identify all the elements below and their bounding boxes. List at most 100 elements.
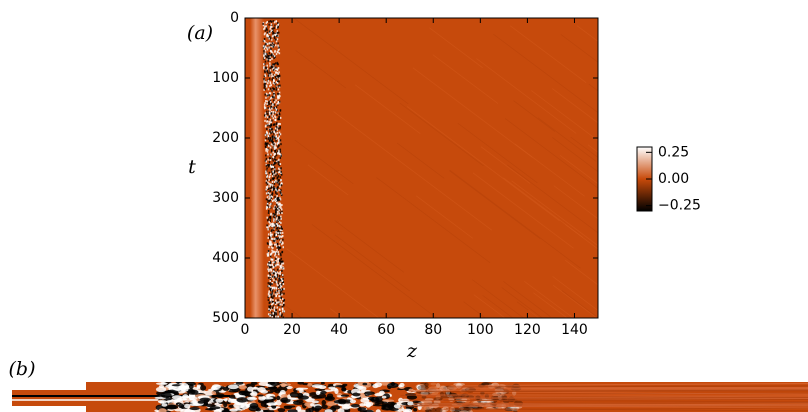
speckle xyxy=(271,170,273,173)
speckle xyxy=(271,237,274,240)
speckle xyxy=(272,113,274,116)
streak xyxy=(533,292,568,318)
speckle xyxy=(282,300,285,303)
x-tick-label: 40 xyxy=(330,322,348,338)
speckle xyxy=(268,194,271,197)
speckle xyxy=(265,207,268,210)
speckle xyxy=(272,45,275,48)
speckle xyxy=(271,53,273,56)
speckle xyxy=(271,52,274,55)
speckle xyxy=(269,64,271,67)
speckle xyxy=(270,38,273,41)
speckle xyxy=(274,206,277,209)
streak xyxy=(307,164,349,196)
speckle xyxy=(278,232,280,235)
speckle xyxy=(274,253,277,256)
streak xyxy=(427,405,808,408)
speckle xyxy=(275,191,277,194)
speckle xyxy=(277,103,279,106)
speckle xyxy=(268,261,271,264)
speckle xyxy=(269,164,272,167)
streak xyxy=(560,34,598,63)
speckle xyxy=(273,239,276,242)
speckle xyxy=(278,100,281,103)
speckle xyxy=(279,260,282,263)
speckle xyxy=(272,144,274,147)
speckle xyxy=(275,224,277,227)
streak xyxy=(552,88,598,124)
speckle xyxy=(271,175,274,178)
speckle xyxy=(266,167,268,170)
speckle xyxy=(440,408,445,412)
speckle xyxy=(275,320,277,322)
speckle xyxy=(267,263,269,266)
speckle xyxy=(269,69,272,72)
speckle xyxy=(283,405,296,408)
speckle xyxy=(275,106,278,109)
speckle xyxy=(267,82,269,85)
speckle xyxy=(189,407,200,411)
speckle xyxy=(264,134,267,137)
streak xyxy=(443,398,808,401)
speckle xyxy=(272,151,274,154)
speckle xyxy=(277,88,280,91)
speckle xyxy=(407,401,414,406)
speckle xyxy=(263,63,265,66)
streak xyxy=(501,287,544,318)
speckle xyxy=(275,259,277,262)
speckle xyxy=(275,271,277,274)
speckle xyxy=(274,179,277,182)
speckle xyxy=(275,67,278,70)
speckle xyxy=(278,292,280,295)
speckle xyxy=(276,263,279,266)
streak xyxy=(472,172,574,249)
speckle xyxy=(263,105,266,108)
speckle xyxy=(269,130,271,133)
speckle xyxy=(275,257,277,260)
speckle xyxy=(160,382,166,385)
speckle xyxy=(189,400,199,404)
speckle xyxy=(279,139,282,142)
speckle xyxy=(280,192,282,195)
speckle xyxy=(265,67,267,70)
speckle xyxy=(264,45,267,48)
speckle xyxy=(268,111,271,114)
speckle xyxy=(287,409,298,412)
speckle xyxy=(267,285,270,288)
speckle xyxy=(268,246,270,249)
speckle xyxy=(276,224,279,227)
speckle xyxy=(264,93,266,96)
speckle xyxy=(307,383,313,387)
speckle xyxy=(277,118,279,121)
speckle xyxy=(281,262,283,265)
speckle xyxy=(262,22,264,25)
speckle xyxy=(278,170,280,173)
speckle xyxy=(269,386,278,393)
speckle xyxy=(282,260,284,263)
speckle xyxy=(278,139,280,142)
speckle xyxy=(334,388,339,395)
speckle xyxy=(275,86,278,89)
speckle xyxy=(278,158,280,161)
speckle xyxy=(265,205,268,208)
speckle xyxy=(273,166,276,169)
speckle xyxy=(275,81,278,84)
speckle xyxy=(481,382,492,386)
speckle xyxy=(265,52,268,55)
speckle xyxy=(403,409,410,412)
speckle xyxy=(266,120,268,123)
speckle xyxy=(274,197,277,200)
speckle xyxy=(279,291,281,294)
speckle xyxy=(279,313,281,316)
speckle xyxy=(267,274,270,277)
speckle xyxy=(274,137,277,140)
speckle xyxy=(265,192,268,195)
speckle xyxy=(276,173,278,176)
speckle xyxy=(211,391,217,395)
speckle xyxy=(261,396,274,400)
speckle xyxy=(278,311,281,314)
speckle xyxy=(266,58,269,61)
speckle xyxy=(265,96,267,99)
speckle xyxy=(271,223,274,226)
speckle xyxy=(275,218,278,221)
